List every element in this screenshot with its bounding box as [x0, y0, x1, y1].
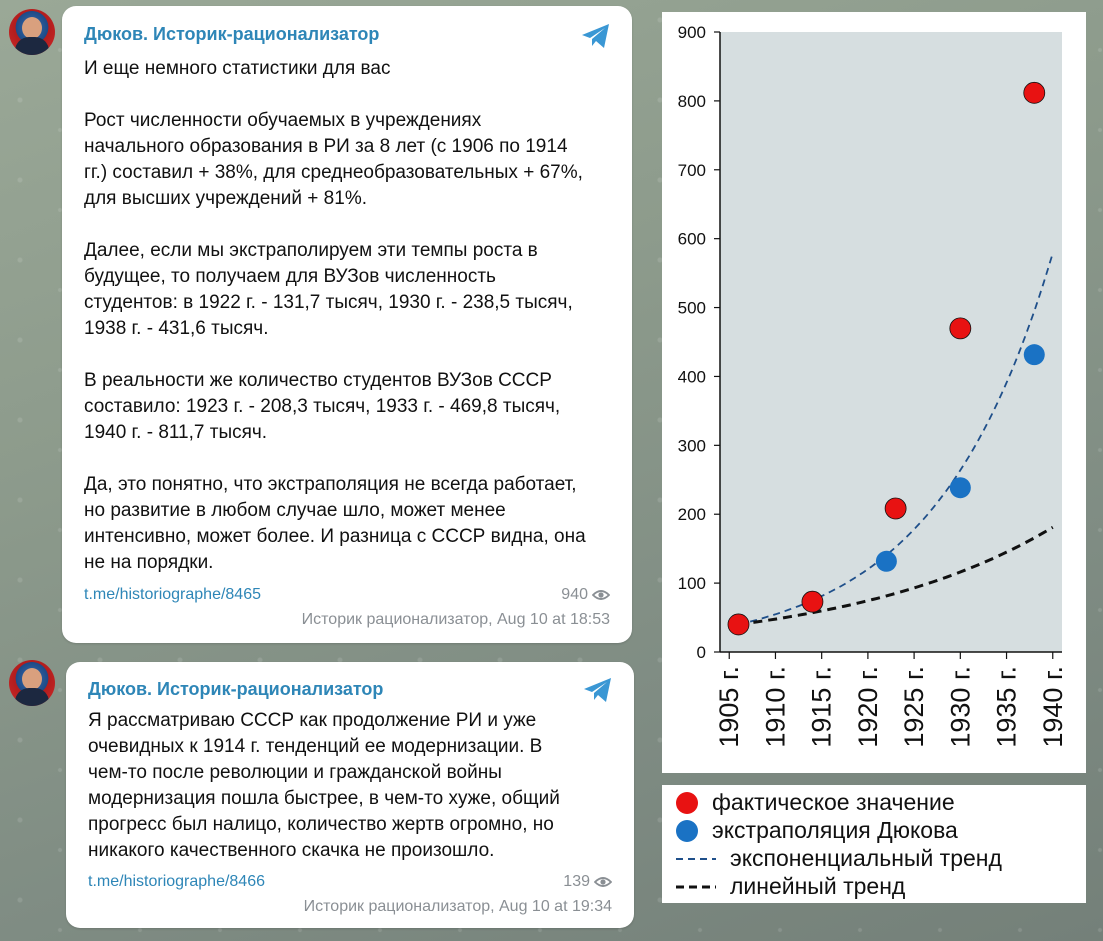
student-growth-chart: 0 100 200 300 400 500 600 700 800 900 1905 г. 1910… — [678, 23, 1068, 748]
x-tick-label: 1915 г. — [807, 666, 837, 748]
x-tick-label: 1940 г. — [1038, 666, 1068, 748]
chart-legend: фактическое значение экстраполяция Дюков… — [662, 785, 1086, 903]
legend-item-exp-trend: экспоненциальный тренд — [676, 845, 1002, 872]
linear-trend-line — [738, 526, 1054, 626]
channel-name[interactable]: Дюков. Историк-рационализатор — [88, 679, 384, 699]
channel-avatar[interactable] — [9, 660, 55, 706]
dashed-line-icon — [676, 857, 716, 860]
actual-value-point — [1023, 81, 1046, 104]
plot-area — [720, 32, 1062, 652]
y-tick-label: 0 — [697, 643, 706, 662]
view-count-value: 940 — [561, 586, 588, 603]
y-tick-label: 700 — [678, 161, 706, 180]
blue-dot-icon — [676, 819, 698, 842]
legend-label: экспоненциальный тренд — [730, 845, 1002, 871]
telegram-icon[interactable] — [582, 676, 614, 704]
legend-item-actual: фактическое значение — [676, 789, 955, 816]
x-tick-label: 1920 г. — [853, 666, 883, 748]
message-bubble: Дюков. Историк-рационализатор Я рассматр… — [66, 662, 634, 928]
chart-panel: 0 100 200 300 400 500 600 700 800 900 1905 г. 1910… — [662, 12, 1086, 773]
y-tick-label: 400 — [678, 367, 706, 386]
message-paragraph: Далее, если мы экстраполируем эти темпы … — [84, 240, 573, 339]
y-tick-label: 100 — [678, 574, 706, 593]
post-link[interactable]: t.me/historiographe/8465 — [84, 586, 261, 603]
y-tick-label: 900 — [678, 23, 706, 42]
x-tick-label: 1935 г. — [992, 666, 1022, 748]
legend-label: фактическое значение — [712, 789, 955, 815]
actual-value-point — [727, 613, 750, 636]
y-tick-label: 200 — [678, 505, 706, 524]
y-tick-label: 500 — [678, 299, 706, 318]
channel-name[interactable]: Дюков. Историк-рационализатор — [84, 24, 380, 44]
message-bubble: Дюков. Историк-рационализатор И еще немн… — [62, 6, 632, 643]
message-paragraph: Я рассматриваю СССР как продолжение РИ и… — [88, 710, 560, 861]
extrapolated-point — [1023, 344, 1045, 366]
extrapolated-point — [949, 477, 971, 499]
legend-label: линейный тренд — [730, 873, 906, 899]
message-paragraph: И еще немного статистики для вас — [84, 58, 391, 79]
actual-value-point — [949, 317, 972, 340]
eye-icon — [594, 877, 612, 887]
legend-item-lin-trend: линейный тренд — [676, 873, 905, 900]
dashed-line-icon — [676, 885, 716, 888]
message-paragraph: Да, это понятно, что экстраполяция не вс… — [84, 474, 586, 573]
extrapolated-point — [875, 550, 897, 572]
y-tick-label: 800 — [678, 92, 706, 111]
actual-value-point — [801, 590, 824, 613]
actual-value-point — [884, 497, 907, 520]
legend-label: экстраполяция Дюкова — [712, 817, 958, 843]
channel-avatar[interactable] — [9, 9, 55, 55]
x-tick-label: 1925 г. — [899, 666, 929, 748]
view-count-value: 139 — [563, 873, 590, 890]
post-link[interactable]: t.me/historiographe/8466 — [88, 873, 265, 890]
red-dot-icon — [676, 791, 698, 814]
message-paragraph: В реальности же количество студентов ВУЗ… — [84, 370, 561, 443]
message-footer: Историк рационализатор, Aug 10 at 19:34 — [303, 898, 612, 915]
x-tick-label: 1930 г. — [945, 666, 975, 748]
message-footer: Историк рационализатор, Aug 10 at 18:53 — [301, 611, 610, 628]
x-tick-label: 1905 г. — [714, 666, 744, 748]
telegram-icon[interactable] — [580, 22, 612, 50]
legend-item-extrapolated: экстраполяция Дюкова — [676, 817, 958, 844]
view-count: 139 — [563, 873, 612, 891]
eye-icon — [592, 590, 610, 600]
y-tick-label: 600 — [678, 230, 706, 249]
message-paragraph: Рост численности обучаемых в учреждениях… — [84, 110, 583, 209]
y-tick-label: 300 — [678, 436, 706, 455]
view-count: 940 — [561, 586, 610, 604]
x-tick-label: 1910 г. — [760, 666, 790, 748]
exponential-trend-line — [738, 252, 1054, 626]
